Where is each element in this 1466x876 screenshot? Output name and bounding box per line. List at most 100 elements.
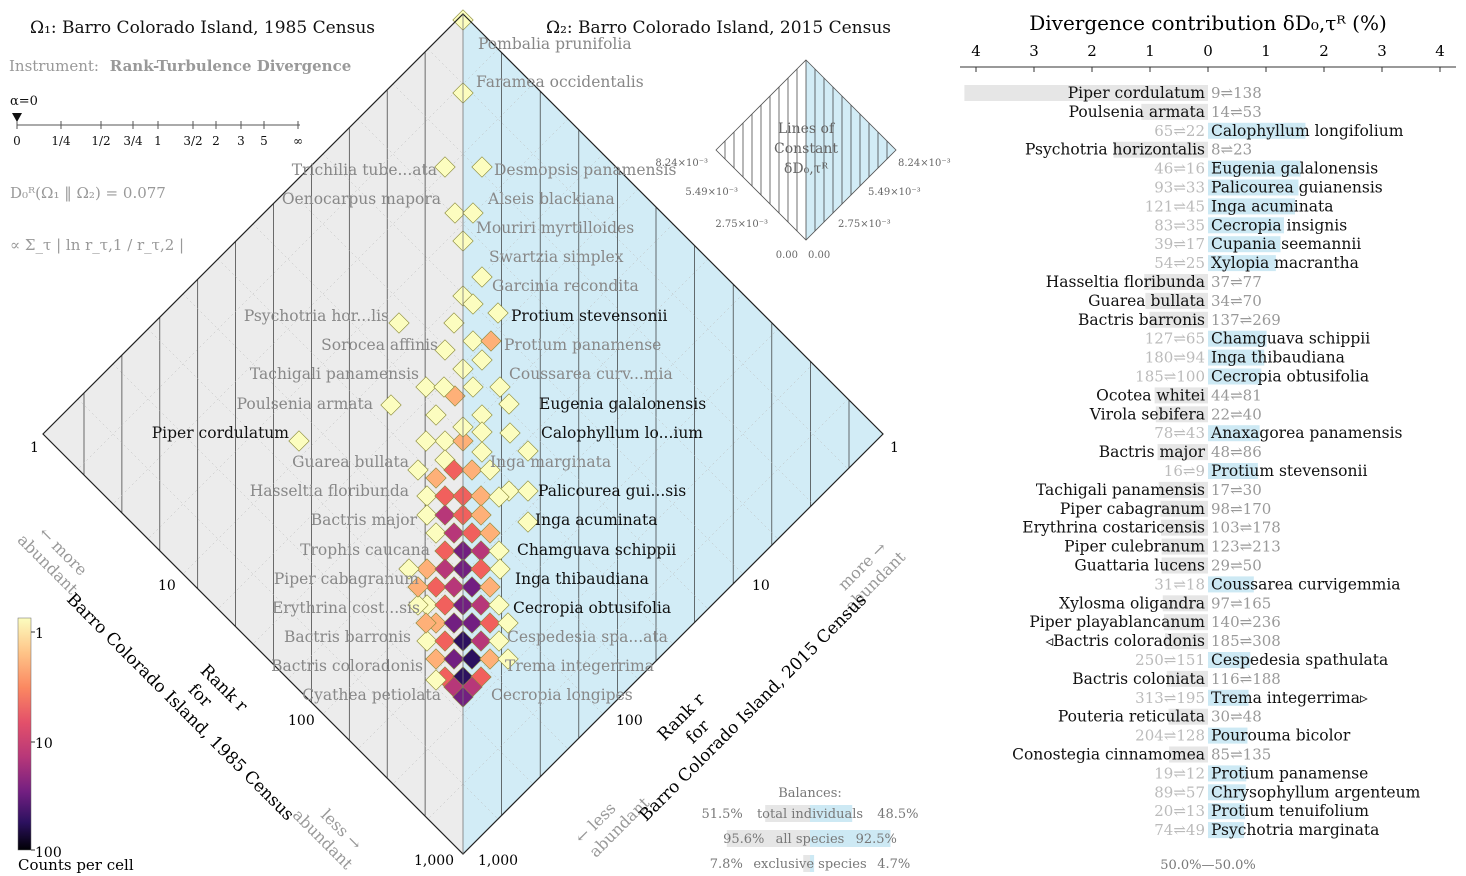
bar — [1154, 387, 1208, 404]
heatmap-cell — [398, 558, 420, 580]
heatmap-cell — [388, 312, 410, 334]
heatmap-cell — [471, 156, 493, 178]
left-more-abundant: ← more abundant — [14, 523, 91, 598]
balance-right-value: 4.7% — [877, 857, 910, 872]
heatmap-cell — [479, 648, 501, 670]
heatmap-cell — [489, 558, 511, 580]
diamond-label-right: Desmopsis panamensis — [494, 161, 676, 179]
alpha-tick-label: 3 — [237, 134, 245, 148]
dashed-gridline — [182, 293, 604, 715]
heatmap-cell — [443, 576, 465, 598]
bar-species-name: Piper cordulatum — [1068, 84, 1206, 102]
diamond-label-left: Sorocea affinis — [321, 336, 438, 354]
bar-species-name: Eugenia galalonensis — [1211, 160, 1378, 178]
instrument-name: Rank-Turbulence Divergence — [110, 57, 351, 75]
bar-rank-pair: 78⇌43 — [1154, 424, 1205, 442]
bar-rank-pair: 180⇌94 — [1145, 349, 1205, 367]
bar-row: Piper cabagranum 98⇌170 — [1060, 500, 1271, 518]
heatmap-cell — [517, 440, 539, 462]
diamond-label-right: Faramea occidentalis — [476, 73, 644, 91]
bar-species-name: Piper playablancanum — [1029, 613, 1205, 631]
bar-species-name: Cecropia obtusifolia — [1211, 368, 1369, 386]
heatmap-cell — [433, 376, 455, 398]
bar-row: Guattaria lucens 29⇌50 — [1074, 557, 1261, 575]
bar-rank-pair: 140⇌236 — [1211, 613, 1281, 631]
heatmap-cell — [415, 376, 437, 398]
bar-row: Tachigali panamensis 17⇌30 — [1036, 481, 1262, 499]
heatmap-cell — [461, 459, 483, 481]
bar-row: Piper playablancanum 140⇌236 — [1029, 613, 1280, 631]
bar-row: Virola sebifera 22⇌40 — [1089, 405, 1262, 423]
heatmap-cell — [443, 522, 465, 544]
diamond-label-right: Inga acuminata — [535, 511, 657, 529]
heatmap-cell — [497, 612, 519, 634]
alpha-tick-label: 3/4 — [123, 134, 143, 148]
bar-rank-pair: 65⇌22 — [1154, 122, 1205, 140]
diamond-label-right: Cecropia longipes — [491, 686, 633, 704]
bar-axis-tick-label: 1 — [1261, 42, 1271, 60]
colorbar-title: Counts per cell — [18, 856, 134, 874]
diamond-label-right: Cespedesia spa...ata — [507, 628, 668, 646]
diamond-label-left: Hasseltia floribunda — [250, 482, 409, 500]
bar-row: Conostegia cinnamomea 85⇌135 — [1012, 746, 1271, 764]
balance-right-bar — [810, 855, 815, 872]
heatmap-cell — [288, 430, 310, 452]
bar-rank-pair: 48⇌86 — [1211, 443, 1262, 461]
bar-species-name: Guattaria lucens — [1074, 557, 1205, 575]
bar-rank-pair: 116⇌188 — [1211, 670, 1281, 688]
bar-rank-pair: 103⇌178 — [1211, 519, 1281, 537]
dashed-gridline — [392, 83, 814, 505]
balance-right-value: 48.5% — [877, 807, 918, 822]
bar-species-name: ◃Bactris coloradonis — [1045, 632, 1205, 650]
heatmap-cell — [443, 312, 465, 334]
bar-row: Chrysophyllum argenteum 89⇌57 — [1154, 783, 1420, 801]
bar — [1165, 633, 1208, 650]
bar-row: Pouteria reticulata 30⇌48 — [1058, 708, 1262, 726]
bar-chart-title: Divergence contribution δD₀,τᴿ (%) — [1029, 11, 1387, 35]
bar-row: Poulsenia armata 14⇌53 — [1069, 103, 1262, 121]
bar-row: Eugenia galalonensis 46⇌16 — [1154, 160, 1378, 178]
heatmap-cell — [471, 441, 493, 463]
heatmap-cell — [425, 669, 447, 691]
diamond-label-left: Piper cordulatum — [152, 424, 290, 442]
dashed-gridline — [217, 188, 639, 610]
heatmap-cell — [499, 422, 521, 444]
bar — [1208, 368, 1262, 385]
left-tick-100: 100 — [288, 713, 315, 729]
bar-rank-pair: 204⇌128 — [1135, 727, 1205, 745]
bar-row: Hasseltia floribunda 37⇌77 — [1046, 273, 1262, 291]
contour-right-tick-0: 8.24×10⁻³ — [898, 158, 951, 169]
heatmap-cell — [434, 558, 456, 580]
balance-label: total individuals — [757, 807, 863, 822]
diamond-label-left: Trophis caucana — [300, 541, 430, 559]
contour-right-tick-3: 0.00 — [808, 250, 830, 261]
heatmap-cell — [470, 594, 492, 616]
dashed-gridline — [147, 118, 569, 540]
heatmap-cell — [462, 293, 484, 315]
dashed-gridline — [357, 328, 779, 750]
bar-row: Protium panamense 19⇌12 — [1154, 764, 1368, 782]
heatmap-cell — [487, 302, 509, 324]
heatmap-cell — [497, 648, 519, 670]
heatmap-cell — [479, 576, 501, 598]
bar-rank-pair: 31⇌18 — [1154, 575, 1205, 593]
bar-chart-footer: 50.0%—50.0% — [1160, 858, 1256, 873]
bar-axis-tick-label: 4 — [971, 42, 981, 60]
bar — [1208, 255, 1276, 272]
bar-species-name: Trema integerrima▹ — [1211, 689, 1368, 707]
bar-row: Inga acuminata 121⇌45 — [1145, 197, 1334, 215]
heatmap-cell — [425, 576, 447, 598]
bar-rank-pair: 89⇌57 — [1154, 783, 1205, 801]
bar-species-name: Cespedesia spathulata — [1211, 651, 1388, 669]
colorbar-tick-10: 10 — [35, 736, 53, 752]
diamond-label-left: Guarea bullata — [292, 453, 409, 471]
bar-rank-pair: 313⇌195 — [1135, 689, 1205, 707]
alpha-tick-label: 3/2 — [183, 134, 202, 148]
diamond-label-right: Swartzia simplex — [489, 248, 624, 266]
heatmap-cell — [479, 612, 501, 634]
right-tick-100: 100 — [616, 713, 643, 729]
bar — [1149, 311, 1208, 328]
heatmap-cell — [407, 594, 429, 616]
bar — [1161, 538, 1208, 555]
bar — [1208, 160, 1301, 177]
